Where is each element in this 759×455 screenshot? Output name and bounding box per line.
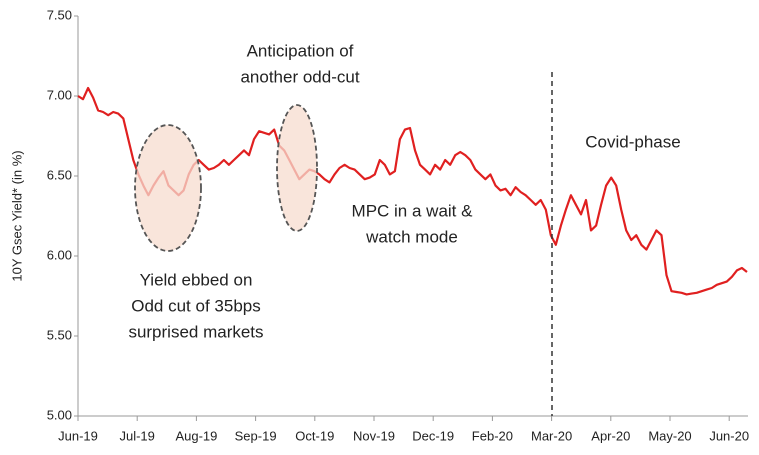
- annotation: watch mode: [365, 227, 458, 246]
- annotation: surprised markets: [128, 322, 263, 341]
- x-tick-label: Sep-19: [235, 428, 277, 443]
- x-tick-label: Mar-20: [531, 428, 572, 443]
- y-tick-label: 7.00: [47, 87, 72, 102]
- y-tick-label: 5.00: [47, 407, 72, 422]
- annotation: another odd-cut: [240, 67, 359, 86]
- x-tick-label: Apr-20: [591, 428, 630, 443]
- x-tick-label: Jul-19: [119, 428, 154, 443]
- y-tick-label: 7.50: [47, 7, 72, 22]
- x-tick-label: Jun-20: [709, 428, 749, 443]
- annotations: Anticipation of another odd-cut Covid-phas…: [128, 41, 680, 341]
- axes: 5.00 5.50 6.00 6.50 7.00 7.50 Jun-19 Jul-19 Aug-…: [47, 7, 749, 443]
- annotation: Yield ebbed on: [140, 270, 253, 289]
- x-tick-label: Feb-20: [472, 428, 513, 443]
- highlight-ellipse: [134, 124, 202, 252]
- annotation: Anticipation of: [247, 41, 354, 60]
- annotation: Odd cut of 35bps: [131, 296, 260, 315]
- x-tick-label: Nov-19: [353, 428, 395, 443]
- y-tick-label: 6.50: [47, 167, 72, 182]
- x-tick-label: May-20: [648, 428, 691, 443]
- y-tick-label: 6.00: [47, 247, 72, 262]
- highlight-ellipse: [276, 104, 318, 232]
- x-tick-label: Jun-19: [58, 428, 98, 443]
- x-tick-label: Oct-19: [295, 428, 334, 443]
- y-tick-label: 5.50: [47, 327, 72, 342]
- annotation: Covid-phase: [585, 132, 680, 151]
- y-axis-label: 10Y Gsec Yield* (in %): [9, 150, 24, 281]
- annotation: MPC in a wait &: [352, 201, 474, 220]
- x-tick-label: Dec-19: [412, 428, 454, 443]
- x-tick-label: Aug-19: [175, 428, 217, 443]
